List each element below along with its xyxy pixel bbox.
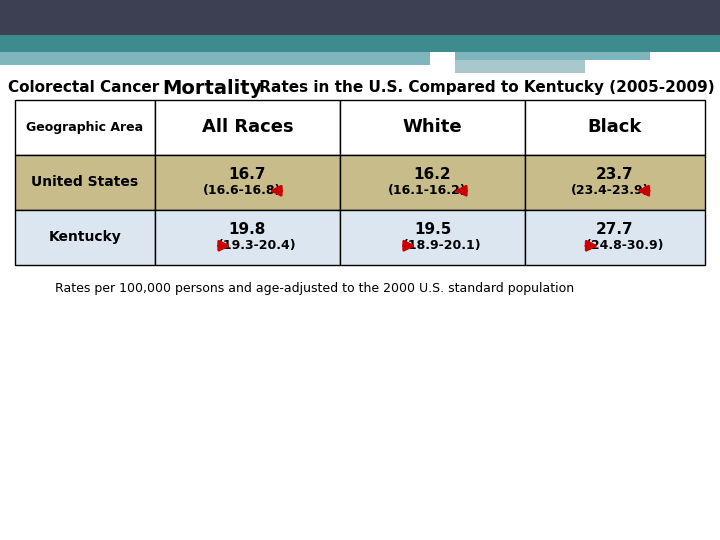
- Text: Kentucky: Kentucky: [49, 231, 122, 245]
- Bar: [0, 52, 430, 65]
- Bar: [340, 155, 525, 210]
- Text: (23.4-23.9): (23.4-23.9): [571, 184, 649, 197]
- Bar: [155, 100, 340, 155]
- Bar: [0, 35, 720, 52]
- Bar: [525, 210, 705, 265]
- Text: 19.8: 19.8: [229, 222, 266, 237]
- Text: (19.3-20.4): (19.3-20.4): [218, 239, 297, 252]
- Bar: [455, 60, 585, 73]
- Text: Black: Black: [588, 118, 642, 137]
- Text: White: White: [402, 118, 462, 137]
- Text: (16.1-16.2): (16.1-16.2): [388, 184, 467, 197]
- Bar: [340, 100, 525, 155]
- Bar: [455, 52, 650, 60]
- Text: 19.5: 19.5: [414, 222, 451, 237]
- Bar: [155, 155, 340, 210]
- Text: Rates per 100,000 persons and age-adjusted to the 2000 U.S. standard population: Rates per 100,000 persons and age-adjust…: [55, 282, 574, 295]
- Bar: [525, 155, 705, 210]
- Text: 16.7: 16.7: [229, 167, 266, 182]
- Text: 23.7: 23.7: [596, 167, 634, 182]
- Text: Colorectal Cancer: Colorectal Cancer: [8, 80, 164, 95]
- Text: Geographic Area: Geographic Area: [27, 121, 143, 134]
- Bar: [525, 100, 705, 155]
- Text: (18.9-20.1): (18.9-20.1): [403, 239, 482, 252]
- Bar: [0, 0, 720, 35]
- Text: (24.8-30.9): (24.8-30.9): [586, 239, 665, 252]
- Text: (16.6-16.8): (16.6-16.8): [203, 184, 282, 197]
- Bar: [15, 210, 155, 265]
- Text: 27.7: 27.7: [596, 222, 634, 237]
- Bar: [155, 210, 340, 265]
- Text: United States: United States: [32, 176, 138, 190]
- Text: All Races: All Races: [202, 118, 293, 137]
- Text: Rates in the U.S. Compared to Kentucky (2005-2009): Rates in the U.S. Compared to Kentucky (…: [254, 80, 715, 95]
- Text: 16.2: 16.2: [414, 167, 451, 182]
- Bar: [15, 155, 155, 210]
- Bar: [15, 100, 155, 155]
- Text: Mortality: Mortality: [162, 79, 262, 98]
- Bar: [340, 210, 525, 265]
